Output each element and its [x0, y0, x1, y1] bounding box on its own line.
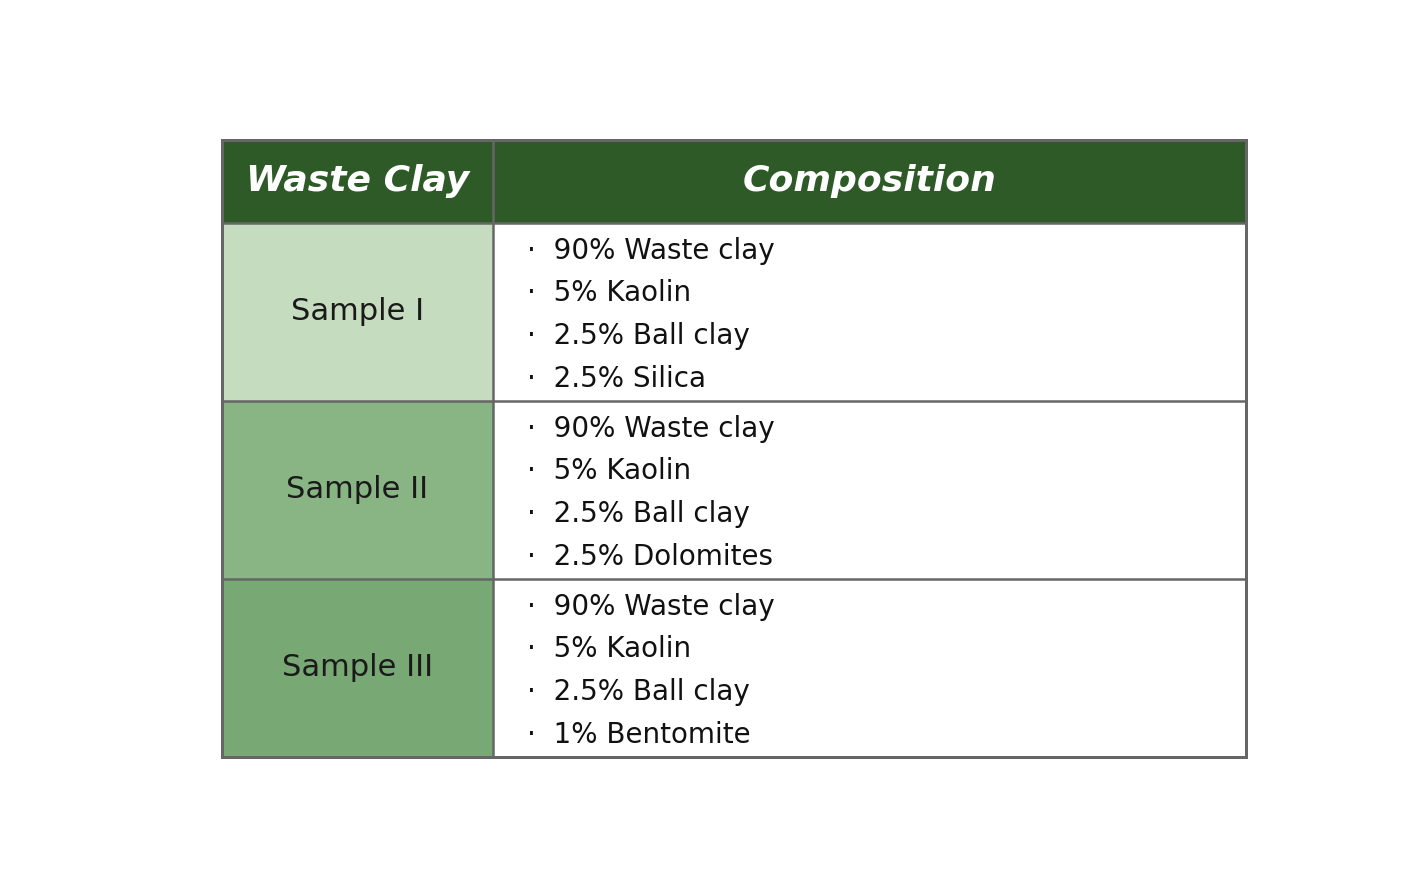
Text: ·  90% Waste clay: · 90% Waste clay — [527, 415, 774, 442]
Bar — [222, 140, 493, 223]
Text: Waste Clay: Waste Clay — [246, 165, 469, 198]
Text: ·  90% Waste clay: · 90% Waste clay — [527, 593, 774, 620]
Text: Composition: Composition — [743, 165, 996, 198]
Text: ·  5% Kaolin: · 5% Kaolin — [527, 457, 691, 485]
Bar — [493, 140, 1246, 223]
Bar — [222, 401, 493, 579]
Text: Sample III: Sample III — [281, 654, 433, 683]
Bar — [222, 223, 493, 401]
Text: ·  1% Bentomite: · 1% Bentomite — [527, 721, 750, 749]
Text: ·  2.5% Ball clay: · 2.5% Ball clay — [527, 322, 750, 350]
Text: ·  2.5% Ball clay: · 2.5% Ball clay — [527, 678, 750, 706]
Text: Sample I: Sample I — [291, 298, 423, 327]
Text: ·  2.5% Silica: · 2.5% Silica — [527, 365, 706, 393]
Bar — [493, 401, 1246, 579]
Text: ·  2.5% Ball clay: · 2.5% Ball clay — [527, 500, 750, 528]
Bar — [493, 579, 1246, 757]
Text: ·  5% Kaolin: · 5% Kaolin — [527, 279, 691, 307]
Text: ·  5% Kaolin: · 5% Kaolin — [527, 635, 691, 663]
Text: ·  90% Waste clay: · 90% Waste clay — [527, 237, 774, 264]
Bar — [493, 223, 1246, 401]
Bar — [222, 579, 493, 757]
Text: ·  2.5% Dolomites: · 2.5% Dolomites — [527, 543, 773, 571]
Text: Sample II: Sample II — [286, 476, 429, 505]
